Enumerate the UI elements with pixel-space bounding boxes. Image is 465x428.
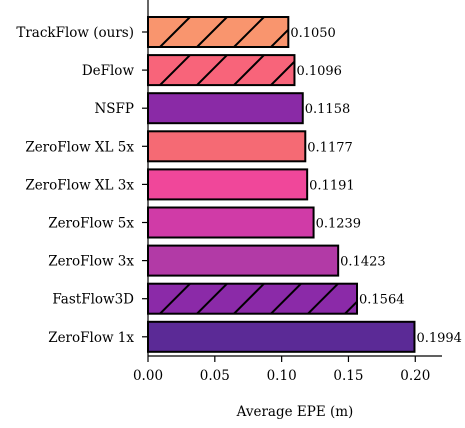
value-label-zeroflow-5x: 0.1239 — [316, 217, 362, 232]
bar-nsfp — [147, 92, 304, 125]
axes-group: 0.00 0.05 0.10 0.15 0.20 — [133, 0, 442, 384]
hatch-line — [196, 283, 228, 314]
category-label-zeroflow-xl-5x: ZeroFlow XL 5x — [25, 139, 134, 155]
bar-trackflow-ours — [147, 16, 290, 48]
value-label-zeroflow-xl-3x: 0.1191 — [309, 178, 355, 193]
hatch-line — [196, 55, 228, 86]
bar-zeroflow-xl-5x — [147, 130, 307, 163]
bar-zeroflow-5x — [147, 206, 315, 239]
bars-group — [147, 16, 416, 353]
category-label-trackflow-ours: TrackFlow (ours) — [16, 25, 134, 41]
bar-hatch-deflow — [159, 55, 295, 86]
value-label-zeroflow-xl-5x: 0.1177 — [307, 140, 353, 155]
category-label-zeroflow-5x: ZeroFlow 5x — [48, 216, 134, 232]
value-label-trackflow-ours: 0.1050 — [290, 26, 336, 41]
hatch-line — [270, 28, 289, 47]
bar-zeroflow-3x — [147, 244, 340, 277]
hatch-line — [270, 60, 295, 86]
bar-zeroflow-xl-3x — [147, 168, 309, 201]
category-label-zeroflow-xl-3x: ZeroFlow XL 3x — [25, 177, 134, 193]
value-label-zeroflow-3x: 0.1423 — [340, 255, 386, 270]
bar-zeroflow-1x — [147, 320, 416, 353]
value-label-deflow: 0.1096 — [296, 64, 342, 79]
hatch-line — [270, 283, 302, 314]
hatch-line — [233, 55, 265, 86]
hatch-line — [344, 300, 358, 314]
x-tick-label: 0.20 — [400, 368, 430, 384]
category-label-nsfp: NSFP — [94, 101, 134, 117]
x-tick-label: 0.10 — [267, 368, 297, 384]
category-label-fastflow3d: FastFlow3D — [52, 292, 134, 308]
hatch-line — [196, 17, 228, 47]
x-tick-label: 0.00 — [133, 368, 163, 384]
bar-hatch-fastflow3d — [159, 283, 358, 314]
x-tick-label: 0.15 — [333, 368, 363, 384]
category-label-zeroflow-3x: ZeroFlow 3x — [48, 254, 134, 270]
hatch-line — [159, 55, 191, 86]
hatch-line — [233, 283, 265, 314]
bar-fastflow3d — [147, 282, 359, 315]
x-tick-label: 0.05 — [200, 368, 230, 384]
value-label-nsfp: 0.1158 — [305, 102, 351, 117]
labels-group: 0.1050 TrackFlow (ours) 0.1096 DeFlow 0.1158… — [16, 25, 462, 346]
category-label-deflow: DeFlow — [82, 63, 135, 79]
bar-hatch-trackflow-ours — [159, 17, 289, 47]
value-label-fastflow3d: 0.1564 — [359, 293, 405, 308]
value-label-zeroflow-1x: 0.1994 — [416, 331, 462, 346]
hatch-line — [159, 283, 191, 314]
hatch-line — [159, 17, 191, 47]
x-axis-title: Average EPE (m) — [236, 404, 354, 420]
hatch-line — [307, 283, 339, 314]
hatch-line — [233, 17, 265, 47]
category-label-zeroflow-1x: ZeroFlow 1x — [48, 330, 134, 346]
